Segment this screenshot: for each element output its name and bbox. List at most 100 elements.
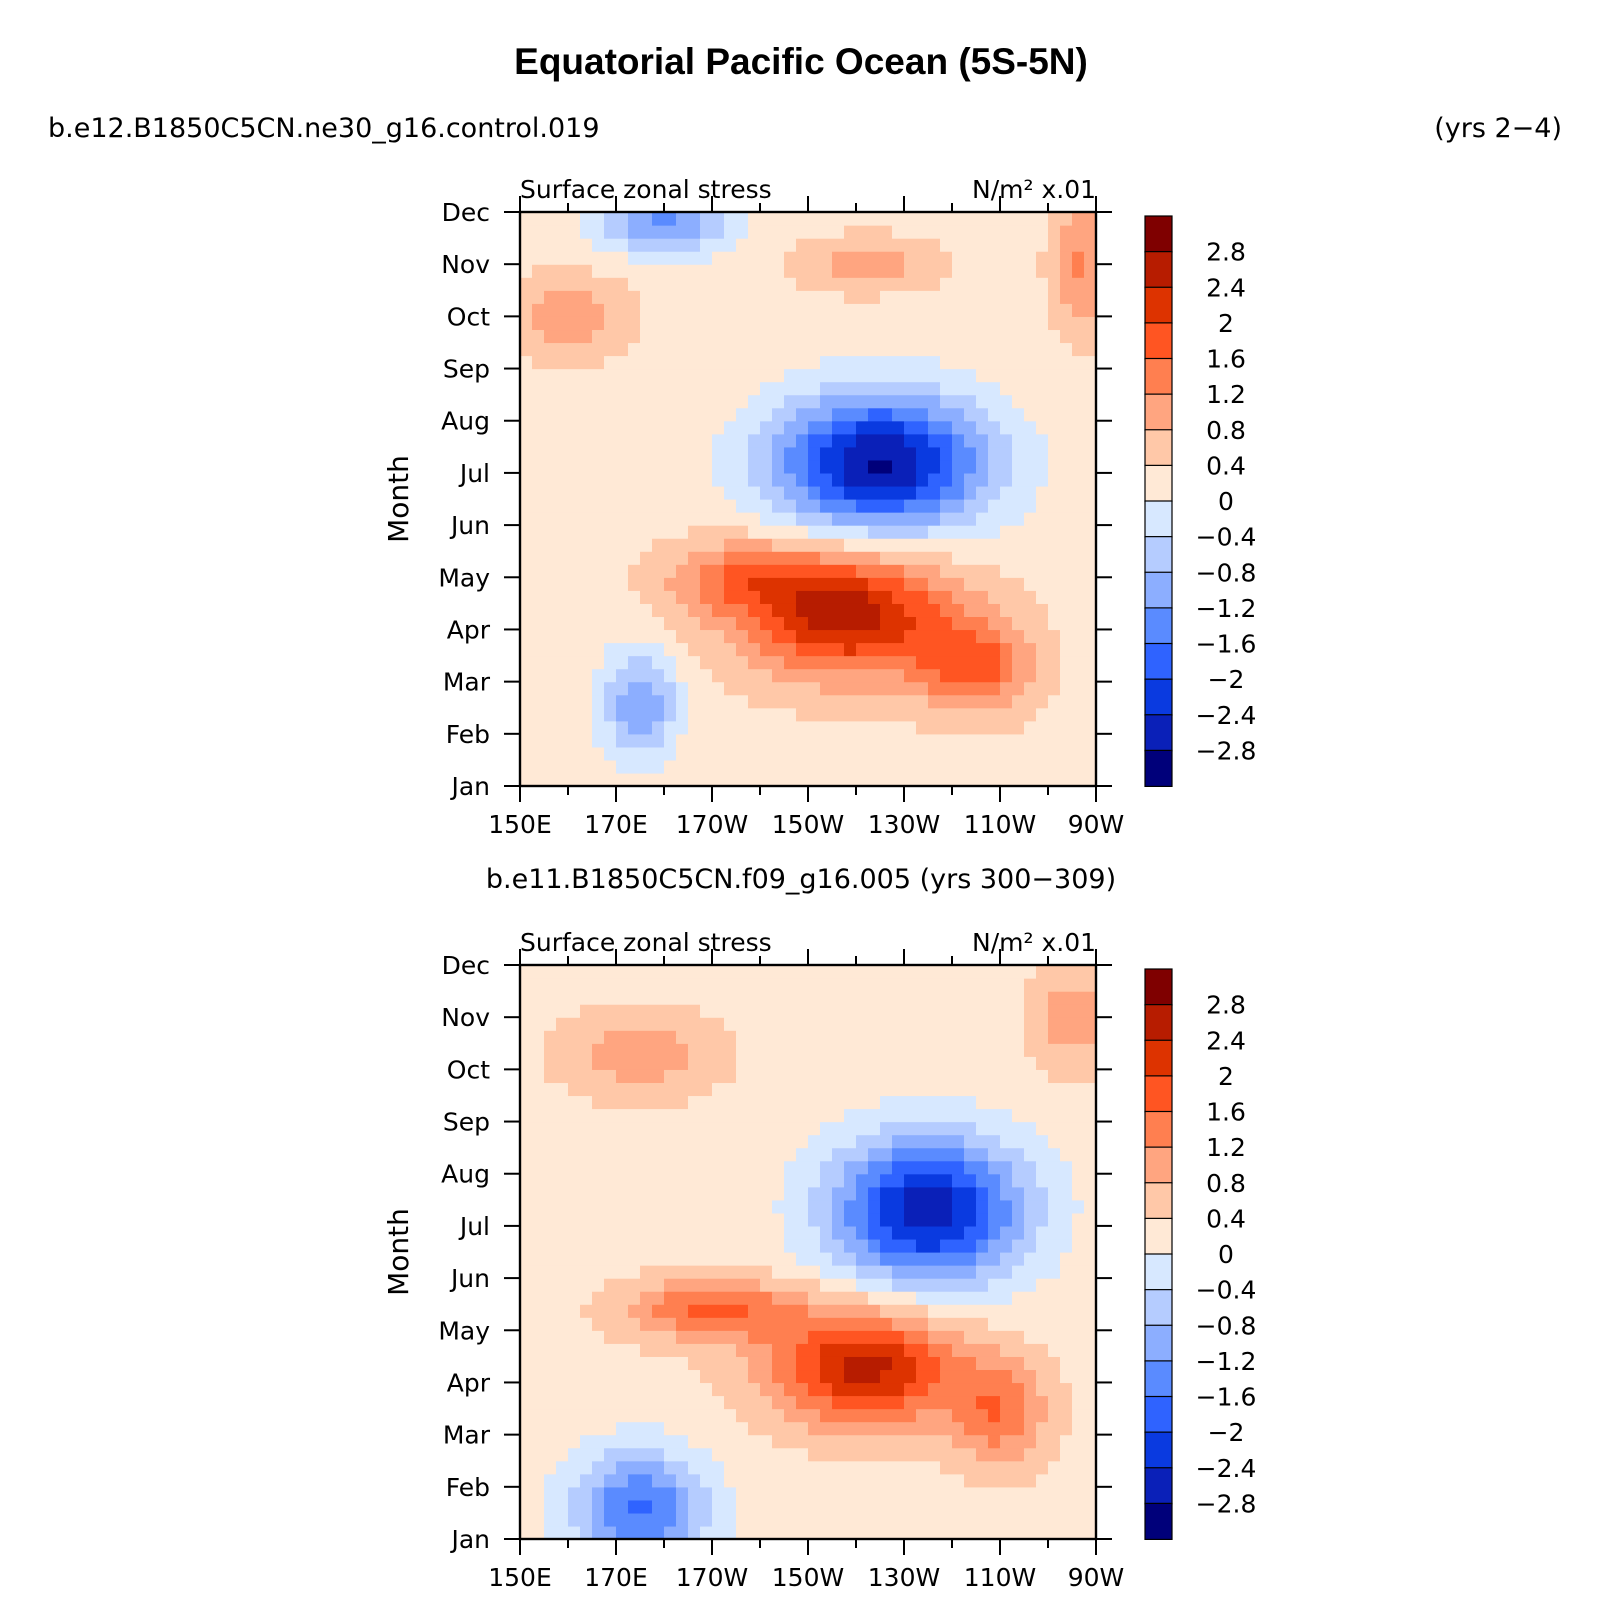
- field-cell: [1072, 1395, 1085, 1410]
- field-cell: [700, 1408, 713, 1423]
- field-cell: [844, 616, 857, 631]
- field-cell: [916, 1252, 929, 1266]
- field-cell: [556, 1447, 569, 1462]
- field-cell: [844, 720, 857, 735]
- field-cell: [856, 772, 869, 787]
- field-cell: [976, 603, 989, 618]
- field-cell: [616, 1512, 629, 1527]
- field-cell: [760, 1356, 773, 1371]
- field-cell: [616, 1278, 629, 1292]
- field-cell: [628, 1473, 641, 1488]
- field-cell: [1000, 1043, 1013, 1057]
- field-cell: [616, 394, 629, 409]
- field-cell: [880, 225, 893, 239]
- field-cell: [748, 1017, 761, 1031]
- field-cell: [976, 1317, 989, 1331]
- field-cell: [616, 1343, 629, 1357]
- field-cell: [1072, 251, 1085, 265]
- field-cell: [544, 1382, 557, 1397]
- field-cell: [736, 1147, 749, 1162]
- field-cell: [760, 1069, 773, 1084]
- field-cell: [880, 1421, 893, 1436]
- field-cell: [964, 1160, 977, 1175]
- field-cell: [664, 1238, 677, 1253]
- field-cell: [868, 1043, 881, 1057]
- field-cell: [616, 1317, 629, 1331]
- field-cell: [1072, 264, 1085, 278]
- field-cell: [616, 668, 629, 683]
- field-cell: [868, 238, 881, 252]
- field-cell: [880, 1134, 893, 1149]
- field-cell: [1024, 1069, 1037, 1084]
- field-cell: [700, 603, 713, 618]
- field-cell: [688, 459, 701, 474]
- field-cell: [856, 1134, 869, 1149]
- field-cell: [1036, 1121, 1049, 1136]
- field-cell: [700, 1004, 713, 1018]
- field-cell: [1024, 1265, 1037, 1279]
- field-cell: [1084, 472, 1097, 487]
- field-cell: [772, 538, 785, 552]
- field-cell: [880, 1121, 893, 1136]
- field-cell: [1072, 303, 1085, 317]
- field-cell: [520, 1238, 533, 1253]
- field-cell: [520, 1369, 533, 1384]
- field-cell: [640, 472, 653, 487]
- field-cell: [844, 746, 857, 761]
- field-cell: [952, 420, 965, 435]
- field-cell: [808, 1056, 821, 1070]
- field-cell: [880, 538, 893, 552]
- field-cell: [568, 420, 581, 435]
- field-cell: [748, 720, 761, 735]
- field-cell: [1060, 1134, 1073, 1149]
- field-cell: [928, 303, 941, 317]
- field-cell: [1024, 1278, 1037, 1292]
- field-cell: [640, 991, 653, 1005]
- field-cell: [904, 1186, 917, 1201]
- field-cell: [520, 1121, 533, 1136]
- field-cell: [952, 264, 965, 278]
- field-cell: [1084, 1343, 1097, 1357]
- field-cell: [904, 1304, 917, 1318]
- field-cell: [640, 642, 653, 657]
- field-cell: [844, 551, 857, 565]
- field-cell: [952, 1108, 965, 1123]
- field-cell: [1000, 1082, 1013, 1097]
- field-cell: [616, 772, 629, 787]
- field-cell: [616, 1473, 629, 1488]
- field-cell: [1048, 1512, 1061, 1527]
- field-cell: [940, 368, 953, 383]
- field-cell: [952, 1291, 965, 1305]
- field-cell: [580, 564, 593, 578]
- field-cell: [568, 1121, 581, 1136]
- field-cell: [952, 499, 965, 513]
- field-cell: [724, 1173, 737, 1188]
- field-cell: [568, 655, 581, 670]
- field-cell: [760, 485, 773, 500]
- field-cell: [604, 1265, 617, 1279]
- field-cell: [628, 746, 641, 761]
- field-cell: [916, 1278, 929, 1292]
- field-cell: [976, 1082, 989, 1097]
- field-cell: [748, 1395, 761, 1410]
- field-cell: [832, 1199, 845, 1214]
- field-cell: [604, 1382, 617, 1397]
- field-cell: [856, 316, 869, 331]
- field-cell: [568, 1108, 581, 1123]
- field-cell: [556, 1225, 569, 1240]
- field-cell: [1072, 1160, 1085, 1175]
- field-cell: [892, 1147, 905, 1162]
- field-cell: [628, 1121, 641, 1136]
- field-cell: [712, 1473, 725, 1488]
- field-cell: [544, 251, 557, 265]
- field-cell: [916, 1317, 929, 1331]
- field-cell: [676, 733, 689, 748]
- field-cell: [1036, 1473, 1049, 1488]
- field-cell: [808, 1486, 821, 1501]
- field-cell: [784, 1173, 797, 1188]
- field-cell: [712, 1525, 725, 1540]
- field-cell: [916, 329, 929, 344]
- field-cell: [832, 681, 845, 696]
- colorbar-level-label: 0.8: [1206, 416, 1246, 445]
- field-cell: [604, 1069, 617, 1084]
